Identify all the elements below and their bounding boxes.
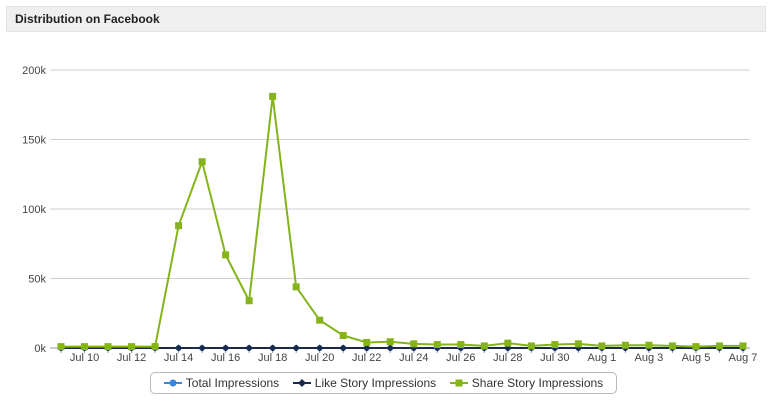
data-point — [715, 342, 723, 350]
data-point — [175, 344, 183, 352]
square-marker-icon — [449, 379, 468, 387]
y-tick-label: 100k — [22, 204, 46, 216]
data-point — [410, 340, 418, 348]
y-tick-label: 150k — [22, 135, 46, 147]
data-point — [598, 342, 606, 350]
legend-item-share-story-impressions[interactable]: Share Story Impressions — [449, 376, 604, 390]
data-point — [504, 339, 512, 347]
x-tick-label: Jul 14 — [164, 352, 193, 364]
x-tick-label: Jul 22 — [352, 352, 381, 364]
panel-title: Distribution on Facebook — [15, 12, 160, 26]
diamond-marker-icon — [292, 379, 311, 387]
x-tick-label: Jul 10 — [70, 352, 99, 364]
x-tick-label: Jul 16 — [211, 352, 240, 364]
data-point — [574, 340, 582, 348]
data-point — [245, 297, 253, 305]
x-tick-label: Aug 7 — [729, 352, 758, 364]
data-point — [386, 338, 394, 346]
legend-item-total-impressions[interactable]: Total Impressions — [163, 376, 280, 390]
y-tick-label: 50k — [28, 274, 46, 286]
data-point — [480, 342, 488, 350]
data-point — [363, 344, 371, 352]
data-point — [457, 341, 465, 349]
series-line-square — [61, 95, 743, 348]
y-tick-label: 0k — [34, 343, 46, 355]
data-point — [668, 342, 676, 350]
data-point — [645, 341, 653, 349]
data-point — [316, 316, 324, 324]
data-point — [339, 331, 347, 339]
chart-legend: Total Impressions Like Story Impressions… — [150, 372, 617, 394]
panel-header: Distribution on Facebook — [6, 6, 766, 32]
data-point — [269, 344, 277, 352]
data-point — [339, 344, 347, 352]
legend-item-like-story-impressions[interactable]: Like Story Impressions — [292, 376, 437, 390]
data-point — [739, 342, 747, 350]
data-point — [363, 338, 371, 346]
legend-label-like-story-impressions: Like Story Impressions — [314, 376, 437, 390]
data-point — [222, 251, 230, 259]
legend-label-share-story-impressions: Share Story Impressions — [471, 376, 604, 390]
x-tick-label: Jul 26 — [446, 352, 475, 364]
data-point — [621, 341, 629, 349]
data-point — [386, 344, 394, 352]
data-point — [222, 344, 230, 352]
line-chart: 0k 50k 100k 150k 200k Jul 10 Jul 12 Jul 14 Jul 1… — [22, 65, 758, 364]
x-tick-label: Jul 24 — [399, 352, 428, 364]
x-tick-label: Aug 5 — [682, 352, 711, 364]
x-tick-label: Jul 30 — [540, 352, 569, 364]
y-tick-label: 200k — [22, 65, 46, 77]
data-point — [269, 92, 277, 100]
data-point — [151, 343, 159, 351]
data-point — [551, 341, 559, 349]
data-point — [198, 158, 206, 166]
data-point — [316, 344, 324, 352]
data-point — [433, 341, 441, 349]
data-point — [245, 344, 253, 352]
data-point — [292, 344, 300, 352]
x-tick-label: Jul 28 — [493, 352, 522, 364]
circle-marker-icon — [163, 379, 182, 387]
data-point — [175, 222, 183, 230]
data-point — [128, 343, 136, 351]
x-tick-label: Aug 3 — [635, 352, 664, 364]
x-tick-label: Aug 1 — [588, 352, 617, 364]
x-tick-label: Jul 20 — [305, 352, 334, 364]
data-point — [292, 283, 300, 291]
x-tick-label: Jul 18 — [258, 352, 287, 364]
data-point — [527, 342, 535, 350]
data-point — [57, 343, 65, 351]
x-tick-label: Jul 12 — [117, 352, 146, 364]
data-point — [104, 343, 112, 351]
data-point — [198, 344, 206, 352]
legend-label-total-impressions: Total Impressions — [185, 376, 280, 390]
data-point — [81, 343, 89, 351]
data-point — [692, 343, 700, 351]
